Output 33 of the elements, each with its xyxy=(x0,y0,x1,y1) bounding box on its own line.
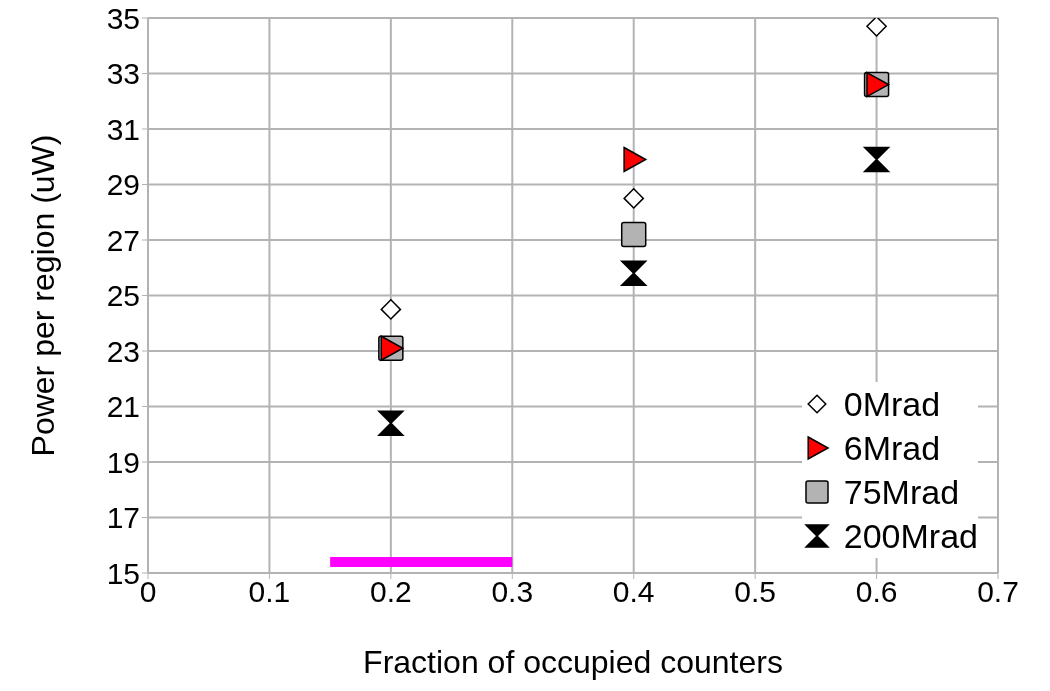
x-tick-label: 0.3 xyxy=(491,575,534,609)
point xyxy=(620,260,647,287)
x-tick-label: 0.2 xyxy=(370,575,412,609)
legend-label: 200Mrad xyxy=(843,516,978,556)
y-tick-label: 31 xyxy=(106,112,140,146)
point xyxy=(623,188,645,209)
x-tick-label: 0.6 xyxy=(855,575,898,609)
y-tick-label: 27 xyxy=(106,223,140,257)
y-tick-label: 35 xyxy=(106,1,140,35)
y-tick-label: 19 xyxy=(106,445,140,479)
y-tick-label: 23 xyxy=(106,334,140,368)
point xyxy=(866,18,887,37)
legend-label: 6Mrad xyxy=(843,428,941,468)
point xyxy=(380,299,402,320)
y-tick-label: 17 xyxy=(106,501,140,535)
point xyxy=(378,410,404,436)
x-axis-title: Fraction of occupied counters xyxy=(363,644,783,680)
legend-label: 0Mrad xyxy=(843,384,941,424)
y-tick-label: 25 xyxy=(106,279,140,313)
point xyxy=(623,146,647,173)
x-tick-label: 0.4 xyxy=(612,575,655,609)
point xyxy=(863,146,890,173)
y-tick-label: 29 xyxy=(106,168,140,202)
y-axis-title: Power per region (uW) xyxy=(25,134,62,457)
x-tick-label: 0.5 xyxy=(734,575,776,609)
legend-label: 75Mrad xyxy=(843,472,960,512)
x-tick-label: 0.1 xyxy=(248,575,291,609)
x-tick-label: 0.7 xyxy=(977,575,1019,609)
y-tick-label: 21 xyxy=(106,390,140,424)
x-tick-label: 0 xyxy=(139,575,157,609)
y-tick-label: 15 xyxy=(106,556,140,590)
y-tick-label: 33 xyxy=(106,57,140,91)
point xyxy=(620,221,647,248)
